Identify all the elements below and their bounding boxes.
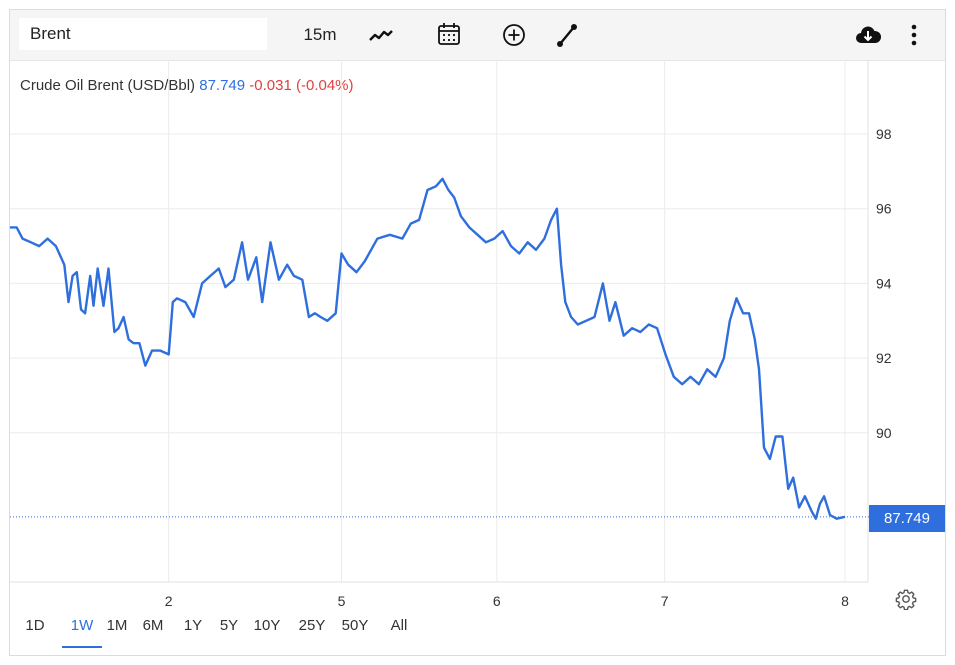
- instrument-name: Crude Oil Brent (USD/Bbl): [20, 77, 196, 94]
- chart-toolbar: Brent 15m: [10, 10, 945, 61]
- axes: 90 92 94 96 98 2 5 6 7 8: [10, 60, 892, 609]
- plus-circle-icon[interactable]: [501, 18, 527, 52]
- more-vertical-icon[interactable]: [904, 18, 924, 52]
- y-tick-label: 96: [876, 201, 892, 217]
- range-1m[interactable]: 1M: [106, 617, 128, 634]
- range-1d[interactable]: 1D: [25, 617, 45, 634]
- interval-selector[interactable]: 15m: [303, 25, 337, 44]
- x-tick-label: 8: [841, 593, 849, 609]
- current-price-tag: 87.749: [869, 505, 945, 532]
- y-tick-label: 92: [876, 350, 892, 366]
- range-1w[interactable]: 1W: [62, 614, 102, 648]
- y-tick-label: 90: [876, 425, 892, 441]
- chart-legend: Crude Oil Brent (USD/Bbl) 87.749 -0.031 …: [20, 77, 354, 94]
- calendar-icon[interactable]: [436, 18, 462, 52]
- last-price: 87.749: [199, 77, 246, 94]
- range-6m[interactable]: 6M: [142, 617, 164, 634]
- series-line-0: [10, 177, 846, 520]
- settings-gear-icon[interactable]: [895, 588, 917, 611]
- price-change: -0.031 (-0.04%): [249, 77, 354, 94]
- range-50y[interactable]: 50Y: [341, 617, 369, 634]
- y-tick-label: 98: [876, 126, 892, 142]
- series-layer: [10, 177, 869, 520]
- symbol-input[interactable]: Brent: [19, 18, 267, 50]
- chart-widget: Brent 15m: [9, 9, 946, 656]
- range-all[interactable]: All: [390, 617, 408, 634]
- x-tick-label: 2: [165, 593, 173, 609]
- range-10y[interactable]: 10Y: [253, 617, 281, 634]
- range-5y[interactable]: 5Y: [219, 617, 239, 634]
- range-25y[interactable]: 25Y: [298, 617, 326, 634]
- draw-line-icon[interactable]: [554, 18, 580, 52]
- x-tick-label: 6: [493, 593, 501, 609]
- range-1y[interactable]: 1Y: [183, 617, 203, 634]
- x-tick-label: 5: [338, 593, 346, 609]
- y-tick-label: 94: [876, 275, 892, 291]
- line-chart-icon[interactable]: [366, 18, 396, 52]
- grid-lines: [10, 60, 868, 582]
- x-tick-label: 7: [661, 593, 669, 609]
- cloud-download-icon[interactable]: [854, 18, 882, 52]
